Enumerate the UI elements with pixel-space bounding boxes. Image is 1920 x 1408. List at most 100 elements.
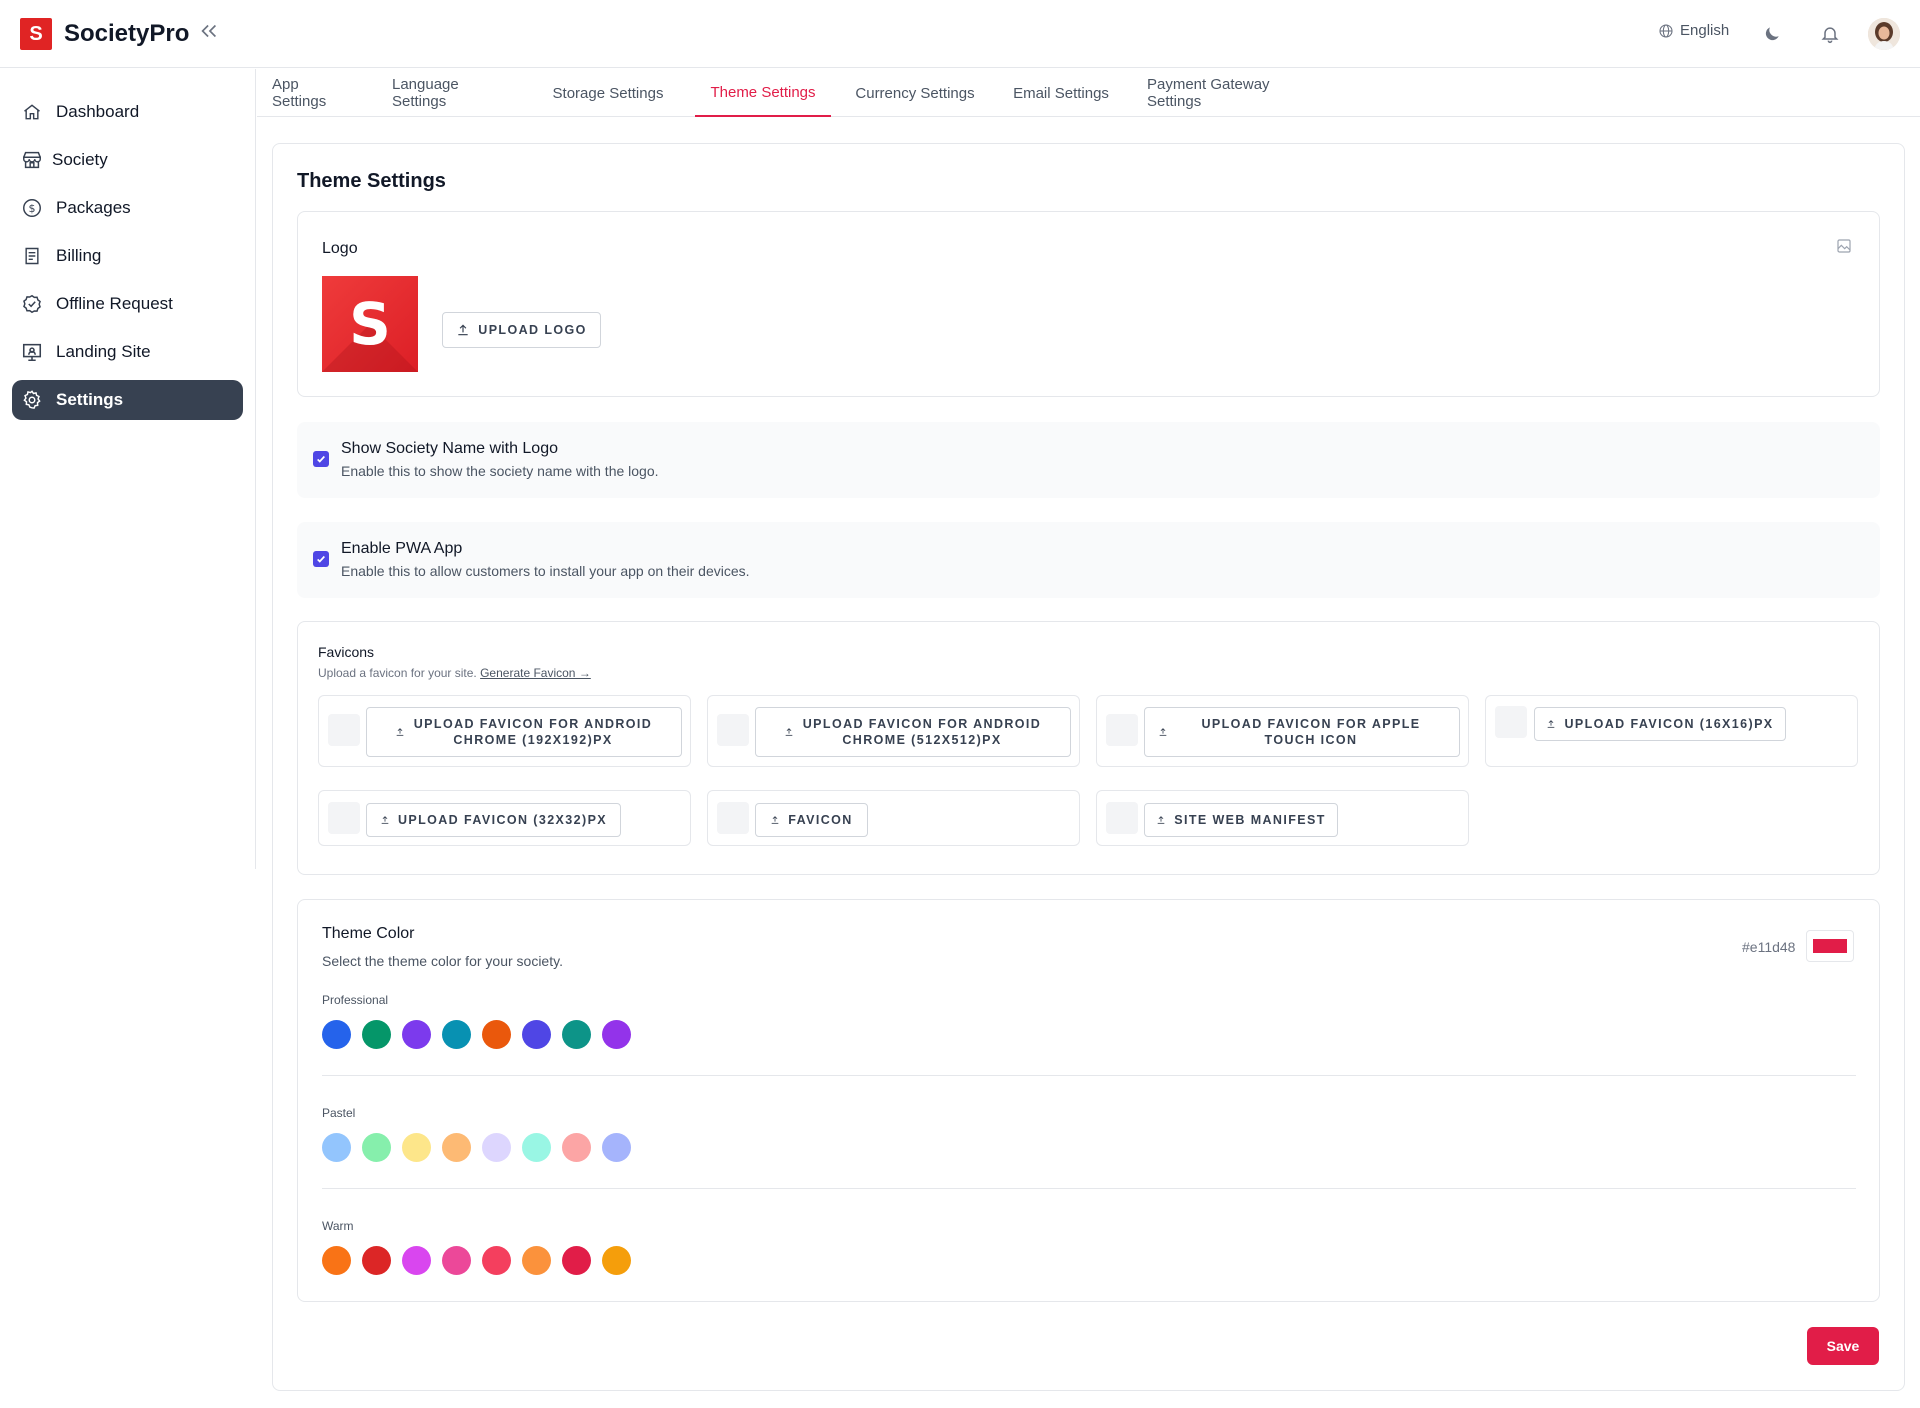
color-swatch-warm-2[interactable]: [362, 1246, 391, 1275]
color-swatch-pastel-7[interactable]: [562, 1133, 591, 1162]
sidebar-item-offline-request[interactable]: Offline Request: [12, 284, 243, 324]
favicon-preview: [1106, 802, 1138, 834]
logo-preview: S: [322, 276, 418, 372]
upload-favicon-android-512-button[interactable]: UPLOAD FAVICON FOR ANDROID CHROME (512X5…: [755, 707, 1071, 757]
show-name-option: [297, 422, 1880, 498]
tab-currency-settings[interactable]: Currency Settings: [855, 84, 975, 102]
favicon-preview: [328, 714, 360, 746]
tab-theme-settings[interactable]: Theme Settings: [695, 69, 831, 117]
theme-color-section: [297, 899, 1880, 1302]
settings-tabs: App Settings Language Settings Storage S…: [257, 69, 1920, 117]
color-swatch-professional-2[interactable]: [362, 1020, 391, 1049]
pwa-title: Enable PWA App: [341, 540, 463, 557]
sidebar-item-label: Landing Site: [56, 342, 151, 361]
color-swatch-professional-8[interactable]: [602, 1020, 631, 1049]
show-name-checkbox[interactable]: [313, 451, 329, 467]
upload-favicon-16-label: UPLOAD FAVICON (16X16)PX: [1564, 717, 1774, 731]
language-selector[interactable]: English: [1658, 22, 1729, 39]
upload-icon: [785, 728, 793, 736]
color-swatch-professional-3[interactable]: [402, 1020, 431, 1049]
brand-logo[interactable]: S: [20, 18, 52, 50]
top-header: S SocietyPro English: [0, 0, 1920, 68]
tab-app-settings[interactable]: App Settings: [272, 76, 327, 110]
color-swatch-pastel-3[interactable]: [402, 1133, 431, 1162]
bell-icon[interactable]: [1816, 20, 1844, 48]
tab-storage-settings[interactable]: Storage Settings: [552, 84, 664, 102]
upload-favicon-16-button[interactable]: UPLOAD FAVICON (16X16)PX: [1534, 707, 1786, 741]
color-swatch-warm-3[interactable]: [402, 1246, 431, 1275]
color-swatch-professional-5[interactable]: [482, 1020, 511, 1049]
color-swatch-pastel-6[interactable]: [522, 1133, 551, 1162]
badge-check-icon: [20, 292, 44, 316]
sidebar-item-dashboard[interactable]: Dashboard: [12, 92, 243, 132]
color-swatch-warm-8[interactable]: [602, 1246, 631, 1275]
color-swatch-professional-6[interactable]: [522, 1020, 551, 1049]
logo-label: Logo: [322, 240, 358, 257]
upload-favicon-apple-touch-label: UPLOAD FAVICON FOR APPLE TOUCH ICON: [1201, 717, 1421, 747]
sidebar-item-label: Dashboard: [56, 102, 140, 121]
moon-icon[interactable]: [1758, 20, 1786, 48]
favicons-desc: Upload a favicon for your site. Generate…: [318, 666, 591, 680]
dollar-circle-icon: $: [20, 196, 44, 220]
color-swatch-warm-4[interactable]: [442, 1246, 471, 1275]
color-swatch-professional-4[interactable]: [442, 1020, 471, 1049]
gear-icon: [20, 388, 44, 412]
upload-icon: [458, 324, 468, 336]
upload-favicon-button[interactable]: FAVICON: [755, 803, 868, 837]
receipt-icon: [20, 244, 44, 268]
theme-color-picker[interactable]: [1806, 930, 1854, 962]
sidebar-item-society[interactable]: Society: [12, 140, 243, 180]
upload-favicon-android-192-button[interactable]: UPLOAD FAVICON FOR ANDROID CHROME (192X1…: [366, 707, 682, 757]
language-label: English: [1680, 22, 1730, 39]
favicon-preview: [717, 714, 749, 746]
save-button[interactable]: Save: [1807, 1327, 1879, 1365]
palette-divider: [322, 1075, 1856, 1076]
upload-favicon-32-button[interactable]: UPLOAD FAVICON (32X32)PX: [366, 803, 621, 837]
color-swatch-pastel-8[interactable]: [602, 1133, 631, 1162]
tab-email-settings[interactable]: Email Settings: [1013, 84, 1109, 102]
palette-divider: [322, 1188, 1856, 1189]
favicons-title: Favicons: [318, 644, 375, 660]
tab-language-settings[interactable]: Language Settings: [392, 76, 459, 110]
sidebar: Dashboard Society $ Packages Billing Off…: [0, 69, 256, 869]
sidebar-item-label: Packages: [56, 198, 131, 217]
color-swatch-warm-7[interactable]: [562, 1246, 591, 1275]
generate-favicon-link[interactable]: Generate Favicon →: [480, 666, 591, 680]
upload-logo-button[interactable]: UPLOAD LOGO: [442, 312, 601, 348]
logo-section: [297, 211, 1880, 397]
upload-site-web-manifest-button[interactable]: SITE WEB MANIFEST: [1144, 803, 1338, 837]
user-avatar[interactable]: [1868, 18, 1900, 50]
sidebar-item-packages[interactable]: $ Packages: [12, 188, 243, 228]
palette-label-professional: Professional: [322, 993, 389, 1007]
color-swatch-pastel-5[interactable]: [482, 1133, 511, 1162]
upload-favicon-32-label: UPLOAD FAVICON (32X32)PX: [397, 813, 608, 827]
collapse-sidebar-icon[interactable]: [198, 20, 224, 46]
current-color-swatch: [1813, 939, 1847, 953]
pwa-checkbox[interactable]: [313, 551, 329, 567]
color-swatch-pastel-4[interactable]: [442, 1133, 471, 1162]
upload-icon: [1157, 816, 1165, 824]
color-swatch-warm-6[interactable]: [522, 1246, 551, 1275]
upload-favicon-label: FAVICON: [788, 813, 853, 827]
tab-payment-gateway-settings[interactable]: Payment Gateway Settings: [1147, 76, 1270, 110]
color-swatch-professional-1[interactable]: [322, 1020, 351, 1049]
sidebar-item-landing-site[interactable]: Landing Site: [12, 332, 243, 372]
theme-color-hex: #e11d48: [1742, 939, 1796, 955]
sidebar-item-settings[interactable]: Settings: [12, 380, 243, 420]
favicon-preview: [328, 802, 360, 834]
sidebar-item-billing[interactable]: Billing: [12, 236, 243, 276]
color-swatch-professional-7[interactable]: [562, 1020, 591, 1049]
color-swatch-pastel-1[interactable]: [322, 1133, 351, 1162]
page-title: Theme Settings: [297, 170, 446, 192]
upload-favicon-android-512-label: UPLOAD FAVICON FOR ANDROID CHROME (512X5…: [802, 717, 1042, 747]
palette-label-warm: Warm: [322, 1219, 354, 1233]
brand-name: SocietyPro: [64, 20, 190, 47]
color-swatch-warm-1[interactable]: [322, 1246, 351, 1275]
color-swatch-pastel-2[interactable]: [362, 1133, 391, 1162]
upload-icon: [396, 728, 404, 736]
color-swatch-warm-5[interactable]: [482, 1246, 511, 1275]
upload-favicon-apple-touch-button[interactable]: UPLOAD FAVICON FOR APPLE TOUCH ICON: [1144, 707, 1460, 757]
theme-color-title: Theme Color: [322, 925, 415, 942]
upload-icon: [1159, 728, 1167, 736]
upload-icon: [381, 816, 389, 824]
